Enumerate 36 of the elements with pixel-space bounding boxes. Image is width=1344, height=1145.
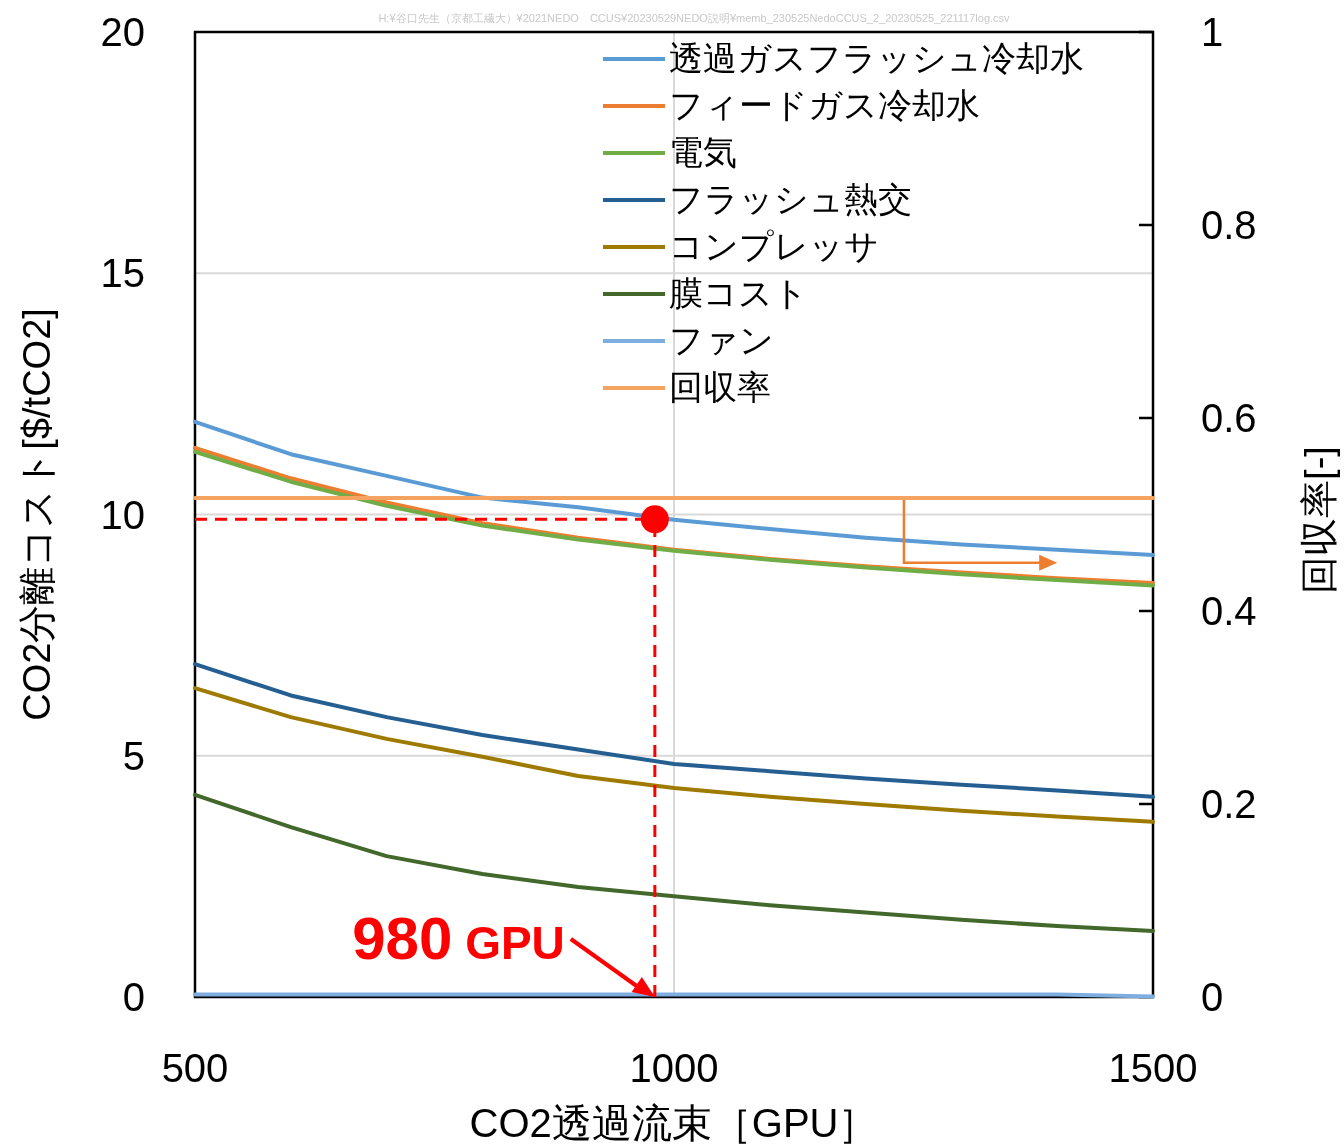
legend-label: フィードガス冷却水: [669, 86, 980, 124]
legend-item: 電気: [603, 133, 737, 171]
y2-tick-label: 0: [1201, 975, 1224, 1019]
x-axis-title: CO2透過流束［GPU］: [469, 1101, 879, 1145]
y2-tick-label: 0.8: [1201, 203, 1257, 247]
x-tick-label: 1500: [1108, 1046, 1198, 1090]
legend-label: ファン: [669, 321, 774, 359]
y-tick-label: 0: [122, 975, 145, 1019]
legend-item: ファン: [603, 321, 774, 359]
y2-axis-title: 回収率[-]: [1298, 446, 1340, 594]
y-tick-label: 15: [100, 251, 145, 296]
line-series: [193, 686, 1155, 824]
legend-label: 回収率: [669, 368, 771, 406]
legend-label: 膜コスト: [669, 274, 808, 312]
y-tick-label: 20: [100, 10, 145, 54]
legend-label: コンプレッサ: [669, 227, 879, 265]
line-series: [193, 419, 1155, 558]
annotation: 980 GPU: [352, 905, 565, 972]
legend-label: フラッシュ熱交: [669, 180, 912, 218]
x-tick-label: 500: [161, 1046, 229, 1090]
y-tick-label: 5: [122, 733, 145, 778]
line-series: [193, 662, 1155, 799]
legend-item: 膜コスト: [603, 274, 808, 312]
legend-label: 電気: [669, 133, 737, 171]
y2-tick-label: 0.2: [1201, 782, 1257, 826]
legend-item: 回収率: [603, 368, 771, 406]
legend-item: コンプレッサ: [603, 227, 879, 265]
x-tick-label: 1000: [629, 1046, 719, 1090]
y2-tick-label: 0.6: [1201, 396, 1257, 440]
legend-item: フィードガス冷却水: [603, 86, 980, 124]
y-tick-label: 10: [100, 492, 145, 537]
legend-item: フラッシュ熱交: [603, 180, 912, 218]
y2-tick-label: 1: [1201, 10, 1224, 54]
y2-tick-label: 0.4: [1201, 589, 1257, 633]
legend-item: 透過ガスフラッシュ冷却水: [603, 39, 1084, 77]
y-axis-title: CO2分離コスト[$/tCO2]: [16, 308, 58, 721]
